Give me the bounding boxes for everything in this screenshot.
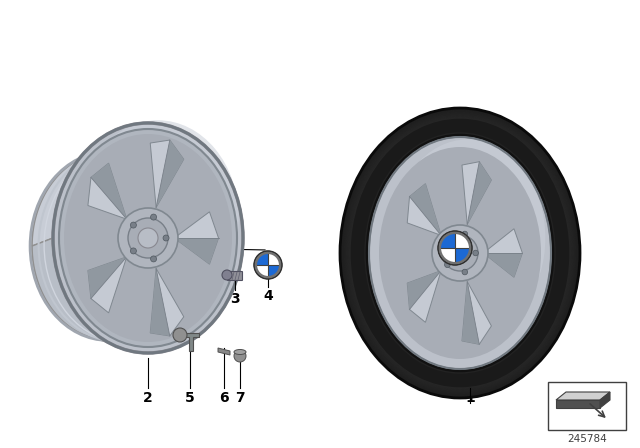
Polygon shape <box>150 140 184 207</box>
Circle shape <box>128 218 168 258</box>
Circle shape <box>462 269 468 275</box>
Circle shape <box>254 251 282 279</box>
Circle shape <box>432 225 488 281</box>
Ellipse shape <box>53 123 243 353</box>
Polygon shape <box>407 184 441 235</box>
Ellipse shape <box>369 137 551 369</box>
Polygon shape <box>462 281 479 345</box>
Polygon shape <box>88 163 127 219</box>
Circle shape <box>440 233 470 263</box>
Polygon shape <box>91 163 127 219</box>
Polygon shape <box>483 253 522 277</box>
Ellipse shape <box>32 152 188 340</box>
Circle shape <box>138 228 158 248</box>
Wedge shape <box>440 233 455 248</box>
Text: 245784: 245784 <box>567 434 607 444</box>
Circle shape <box>131 248 136 254</box>
Wedge shape <box>268 265 280 277</box>
Polygon shape <box>407 271 441 310</box>
Ellipse shape <box>64 134 232 342</box>
Circle shape <box>118 208 178 268</box>
Text: 2: 2 <box>143 391 153 405</box>
Wedge shape <box>256 253 268 265</box>
Circle shape <box>173 328 187 342</box>
Polygon shape <box>32 125 133 246</box>
Ellipse shape <box>59 129 237 347</box>
Polygon shape <box>88 257 127 298</box>
Polygon shape <box>182 333 199 351</box>
Polygon shape <box>600 392 610 408</box>
Ellipse shape <box>365 133 555 373</box>
Wedge shape <box>440 248 455 263</box>
Wedge shape <box>455 248 470 263</box>
Polygon shape <box>150 268 170 336</box>
Circle shape <box>445 238 450 244</box>
Wedge shape <box>455 233 470 248</box>
Circle shape <box>163 235 169 241</box>
Polygon shape <box>156 140 184 207</box>
Polygon shape <box>174 238 218 264</box>
Ellipse shape <box>234 349 246 354</box>
Ellipse shape <box>390 139 545 336</box>
Polygon shape <box>410 184 441 235</box>
FancyBboxPatch shape <box>227 271 243 280</box>
Polygon shape <box>150 268 184 336</box>
Text: 3: 3 <box>230 292 240 306</box>
Circle shape <box>222 270 232 280</box>
Circle shape <box>462 231 468 237</box>
Polygon shape <box>467 162 492 224</box>
Circle shape <box>150 214 157 220</box>
Circle shape <box>131 222 136 228</box>
Text: 5: 5 <box>185 391 195 405</box>
Circle shape <box>150 256 157 262</box>
Wedge shape <box>256 265 268 277</box>
Polygon shape <box>88 257 127 313</box>
Circle shape <box>473 250 479 256</box>
Polygon shape <box>407 271 441 323</box>
Polygon shape <box>556 392 610 400</box>
Circle shape <box>438 231 472 265</box>
Text: 1: 1 <box>465 391 475 405</box>
Text: 4: 4 <box>263 289 273 303</box>
Text: 6: 6 <box>219 391 229 405</box>
Polygon shape <box>174 212 218 264</box>
Circle shape <box>256 253 280 277</box>
Ellipse shape <box>77 120 239 316</box>
Polygon shape <box>218 348 230 355</box>
Text: 7: 7 <box>235 391 245 405</box>
Ellipse shape <box>340 108 580 398</box>
Polygon shape <box>462 281 492 345</box>
Bar <box>548 382 626 430</box>
Circle shape <box>442 235 478 271</box>
Polygon shape <box>462 162 492 224</box>
Polygon shape <box>32 238 133 352</box>
Polygon shape <box>483 229 522 277</box>
Ellipse shape <box>379 147 541 359</box>
Circle shape <box>234 350 246 362</box>
Circle shape <box>445 262 450 267</box>
Polygon shape <box>556 400 600 408</box>
Wedge shape <box>268 253 280 265</box>
